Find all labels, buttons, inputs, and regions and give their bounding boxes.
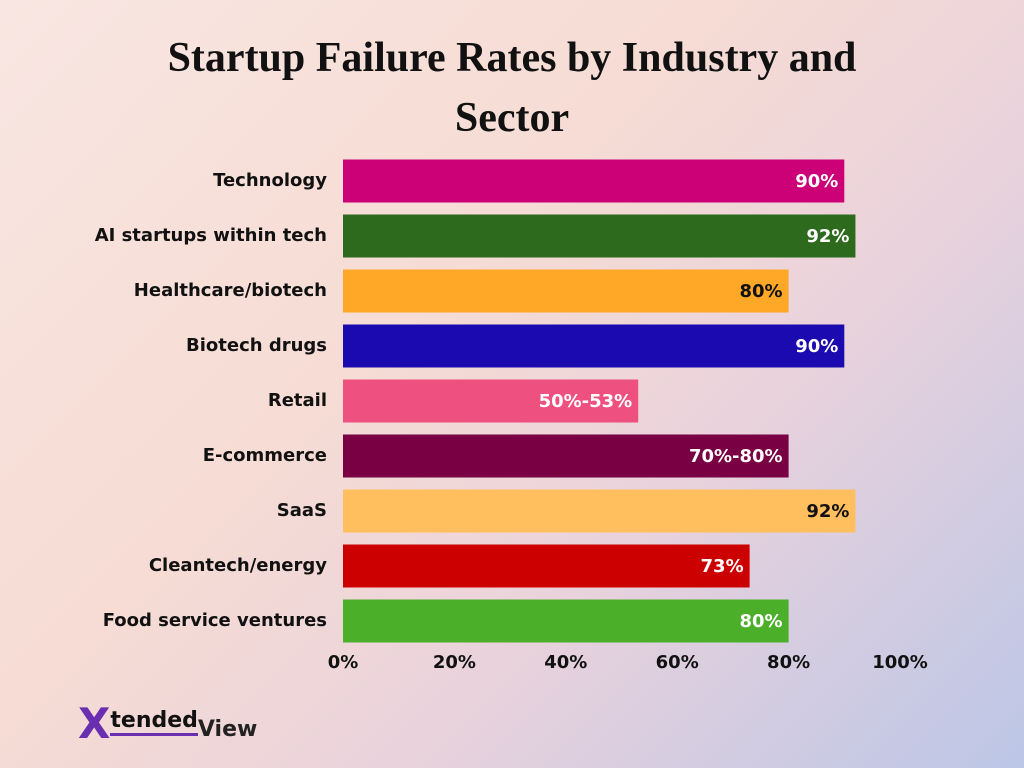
y-tick-label: Retail — [268, 390, 327, 411]
y-tick-label: E-commerce — [203, 445, 327, 466]
bar — [343, 269, 789, 313]
bar — [343, 489, 856, 533]
value-label: 80% — [740, 611, 783, 632]
bar — [343, 544, 750, 588]
y-tick-label: Technology — [213, 170, 327, 191]
x-tick-label: 0% — [328, 652, 359, 673]
value-label: 70%-80% — [689, 446, 783, 467]
value-label: 92% — [806, 226, 849, 247]
y-tick-label: Cleantech/energy — [149, 555, 327, 576]
x-tick-label: 40% — [544, 652, 587, 673]
value-label: 92% — [806, 501, 849, 522]
bar — [343, 159, 845, 203]
y-tick-label: SaaS — [277, 500, 327, 521]
logo-word: tended — [110, 708, 198, 736]
value-label: 73% — [701, 556, 744, 577]
value-label: 90% — [795, 336, 838, 357]
bar — [343, 324, 845, 368]
x-tick-label: 80% — [767, 652, 810, 673]
chart-title: Startup Failure Rates by Industry and Se… — [167, 35, 857, 141]
y-tick-label: Healthcare/biotech — [134, 280, 327, 301]
x-tick-label: 100% — [872, 652, 928, 673]
x-tick-label: 60% — [656, 652, 699, 673]
value-label: 90% — [795, 171, 838, 192]
logo-mark: X — [78, 699, 111, 748]
y-tick-label: Biotech drugs — [186, 335, 327, 356]
bar — [343, 379, 639, 423]
bar — [343, 214, 856, 258]
bar — [343, 434, 789, 478]
logo: X tended View — [78, 699, 258, 748]
bar — [343, 599, 789, 643]
value-label: 80% — [740, 281, 783, 302]
y-tick-label: AI startups within tech — [95, 225, 327, 246]
value-label: 50%-53% — [539, 391, 633, 412]
x-tick-label: 20% — [433, 652, 476, 673]
logo-word: View — [197, 717, 258, 742]
y-tick-label: Food service ventures — [103, 610, 327, 631]
